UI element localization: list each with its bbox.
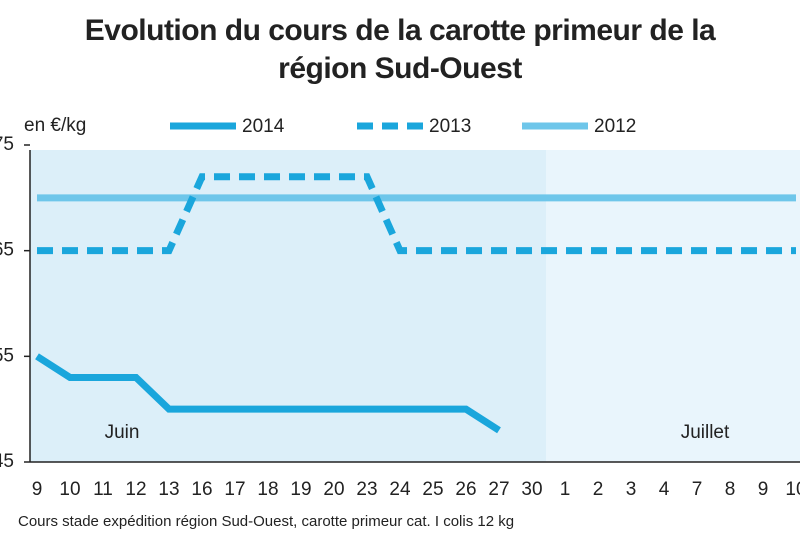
x-tick-label: 3	[626, 479, 637, 500]
y-tick-label: 0,65	[0, 240, 14, 261]
annotation: Juin	[105, 422, 140, 443]
x-tick-label: 30	[521, 479, 542, 500]
x-tick-label: 4	[659, 479, 670, 500]
legend-label: 2014	[242, 116, 285, 137]
y-tick-label: 0,75	[0, 134, 14, 155]
x-tick-label: 20	[323, 479, 344, 500]
x-tick-label: 16	[191, 479, 212, 500]
x-tick-label: 24	[389, 479, 411, 500]
x-tick-label: 10	[785, 479, 800, 500]
x-tick-label: 12	[125, 479, 146, 500]
x-tick-label: 9	[758, 479, 769, 500]
x-tick-label: 2	[593, 479, 604, 500]
x-tick-label: 1	[560, 479, 571, 500]
x-tick-label: 8	[725, 479, 736, 500]
x-tick-label: 7	[692, 479, 703, 500]
x-tick-label: 26	[455, 479, 476, 500]
x-tick-label: 19	[290, 479, 311, 500]
x-tick-label: 18	[257, 479, 278, 500]
y-tick-label: 0,55	[0, 345, 14, 366]
x-tick-label: 9	[32, 479, 43, 500]
y-tick-label: 0,45	[0, 451, 14, 472]
chart-title: Evolution du cours de la carotte primeur…	[84, 14, 716, 85]
y-axis-label: en €/kg	[24, 115, 86, 136]
x-tick-label: 27	[488, 479, 509, 500]
x-tick-label: 25	[422, 479, 443, 500]
legend-label: 2013	[429, 116, 471, 137]
series-line	[35, 353, 501, 434]
plot-background-july	[546, 150, 800, 462]
x-tick-label: 11	[93, 479, 113, 500]
x-tick-label: 23	[356, 479, 377, 500]
annotation: Juillet	[681, 422, 730, 443]
x-tick-label: 10	[59, 479, 80, 500]
x-tick-label: 17	[224, 479, 245, 500]
series-line	[37, 173, 796, 255]
legend-label: 2012	[594, 116, 636, 137]
source-note: Cours stade expédition région Sud-Ouest,…	[18, 513, 514, 530]
x-tick-label: 13	[158, 479, 179, 500]
